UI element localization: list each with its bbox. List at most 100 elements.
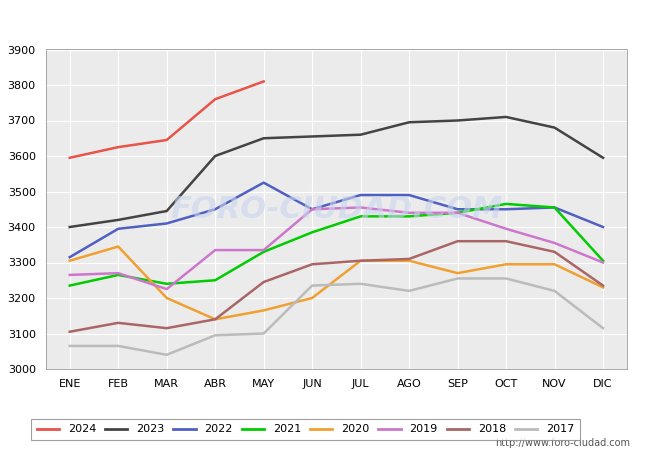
2018 xyxy=(551,249,558,255)
2022 xyxy=(405,192,413,198)
2022 xyxy=(357,192,365,198)
2021 xyxy=(454,210,462,216)
2020 xyxy=(308,295,316,301)
2019 xyxy=(114,270,122,276)
2020 xyxy=(551,261,558,267)
2017 xyxy=(260,331,268,336)
2017 xyxy=(114,343,122,349)
2021 xyxy=(405,214,413,219)
2017 xyxy=(211,333,219,338)
2022 xyxy=(260,180,268,185)
2024 xyxy=(162,137,170,143)
2017 xyxy=(357,281,365,287)
2017 xyxy=(454,276,462,281)
2022 xyxy=(162,221,170,226)
2018 xyxy=(66,329,73,334)
2021 xyxy=(308,230,316,235)
2020 xyxy=(66,258,73,263)
2023 xyxy=(211,153,219,159)
2023 xyxy=(405,120,413,125)
2018 xyxy=(454,238,462,244)
2022 xyxy=(66,255,73,260)
2020 xyxy=(260,308,268,313)
2022 xyxy=(114,226,122,231)
2024 xyxy=(260,79,268,84)
2021 xyxy=(162,281,170,287)
2018 xyxy=(114,320,122,325)
2018 xyxy=(308,261,316,267)
2019 xyxy=(502,226,510,231)
Text: http://www.foro-ciudad.com: http://www.foro-ciudad.com xyxy=(495,438,630,448)
2017 xyxy=(502,276,510,281)
2023 xyxy=(66,224,73,230)
2023 xyxy=(308,134,316,139)
Line: 2017: 2017 xyxy=(70,279,603,355)
2017 xyxy=(551,288,558,293)
2019 xyxy=(211,248,219,253)
2023 xyxy=(551,125,558,130)
2017 xyxy=(308,283,316,288)
Legend: 2024, 2023, 2022, 2021, 2020, 2019, 2018, 2017: 2024, 2023, 2022, 2021, 2020, 2019, 2018… xyxy=(31,419,580,440)
2021 xyxy=(357,214,365,219)
2021 xyxy=(66,283,73,288)
2019 xyxy=(357,205,365,210)
2020 xyxy=(357,258,365,263)
2023 xyxy=(162,208,170,214)
2017 xyxy=(162,352,170,357)
2022 xyxy=(211,207,219,212)
2024 xyxy=(66,155,73,161)
2021 xyxy=(114,272,122,278)
Text: FORO-CIUDAD.COM: FORO-CIUDAD.COM xyxy=(170,195,502,224)
2017 xyxy=(599,325,607,331)
2023 xyxy=(502,114,510,120)
2023 xyxy=(260,135,268,141)
2020 xyxy=(211,317,219,322)
2019 xyxy=(308,207,316,212)
2022 xyxy=(599,224,607,230)
2023 xyxy=(357,132,365,137)
2017 xyxy=(405,288,413,293)
2018 xyxy=(260,279,268,285)
Line: 2019: 2019 xyxy=(70,207,603,289)
2021 xyxy=(502,201,510,207)
Line: 2021: 2021 xyxy=(70,204,603,286)
2019 xyxy=(260,248,268,253)
2018 xyxy=(599,283,607,288)
2018 xyxy=(405,256,413,261)
2019 xyxy=(162,287,170,292)
2018 xyxy=(502,238,510,244)
2022 xyxy=(551,205,558,210)
2022 xyxy=(454,207,462,212)
2023 xyxy=(114,217,122,223)
2019 xyxy=(454,210,462,216)
2022 xyxy=(502,207,510,212)
2021 xyxy=(211,278,219,283)
2022 xyxy=(308,207,316,212)
2020 xyxy=(454,270,462,276)
2017 xyxy=(66,343,73,349)
Line: 2024: 2024 xyxy=(70,81,264,158)
2021 xyxy=(260,249,268,255)
2020 xyxy=(502,261,510,267)
2019 xyxy=(551,240,558,246)
2018 xyxy=(211,317,219,322)
Text: Afiliados en Caldas de Reis a 31/5/2024: Afiliados en Caldas de Reis a 31/5/2024 xyxy=(146,11,504,29)
2020 xyxy=(599,285,607,290)
Line: 2020: 2020 xyxy=(70,247,603,320)
2018 xyxy=(357,258,365,263)
2019 xyxy=(599,260,607,265)
2019 xyxy=(66,272,73,278)
2023 xyxy=(599,155,607,161)
2024 xyxy=(114,144,122,150)
2019 xyxy=(405,210,413,216)
Line: 2018: 2018 xyxy=(70,241,603,332)
2021 xyxy=(599,258,607,263)
2020 xyxy=(114,244,122,249)
2020 xyxy=(162,295,170,301)
2020 xyxy=(405,258,413,263)
2018 xyxy=(162,325,170,331)
2021 xyxy=(551,205,558,210)
2024 xyxy=(211,96,219,102)
2023 xyxy=(454,118,462,123)
Line: 2023: 2023 xyxy=(70,117,603,227)
